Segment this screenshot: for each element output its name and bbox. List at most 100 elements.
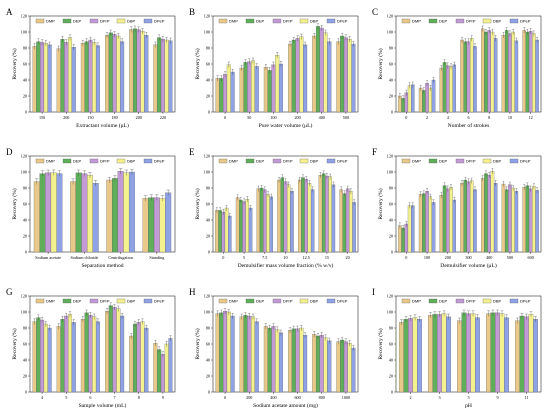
plot-frame xyxy=(212,15,359,113)
x-tick-label: 1000 xyxy=(342,395,350,400)
chart-panel-g: G 0 20 40 60 80 100 120 Recovery (%) DMP DEP DPrP DB… xyxy=(6,287,176,409)
bar-dpep xyxy=(168,338,173,393)
bar-dpep xyxy=(331,184,336,253)
bar-dbp xyxy=(469,180,474,253)
bar-dpep xyxy=(327,41,332,113)
plot-frame xyxy=(29,15,176,113)
bar-dprp xyxy=(304,179,308,253)
y-tick-label: 100 xyxy=(21,169,27,174)
y-tick-label: 20 xyxy=(206,373,210,378)
legend-swatch xyxy=(62,298,72,304)
legend-swatch xyxy=(299,158,309,164)
bar-dbp xyxy=(224,207,229,253)
bar-dbp xyxy=(511,187,515,253)
y-tick-label: 80 xyxy=(389,185,393,190)
y-tick-label: 20 xyxy=(389,233,393,238)
bar-dpep xyxy=(493,183,498,253)
bar-dep xyxy=(490,312,496,393)
legend-swatch xyxy=(401,158,411,164)
y-tick-label: 0 xyxy=(25,389,27,394)
x-tick-label: 220 xyxy=(160,115,166,120)
bar-dmp xyxy=(263,67,268,113)
legend-label: DPeP xyxy=(337,19,348,24)
bar-dmp xyxy=(215,78,220,113)
bar-dep xyxy=(315,26,320,113)
bar-dbp xyxy=(226,311,231,393)
bar-dprp xyxy=(295,328,300,393)
bar-dpep xyxy=(71,322,76,393)
legend-label: DEP xyxy=(73,19,82,24)
y-tick-label: 60 xyxy=(23,61,27,66)
bar-dpep xyxy=(431,202,436,253)
bar-dpep xyxy=(452,199,456,253)
bar-dprp xyxy=(88,39,93,113)
bar-dpep xyxy=(278,332,283,393)
panel-letter: F xyxy=(372,147,377,157)
legend-label: DBP xyxy=(310,299,319,304)
y-axis-title: Recovery (%) xyxy=(11,48,18,79)
y-tick-label: 80 xyxy=(23,325,27,330)
legend-label: DBP xyxy=(127,19,136,24)
legend-label: DMP xyxy=(412,19,421,24)
legend-swatch xyxy=(455,158,465,164)
bar-dep xyxy=(340,35,345,113)
bar-dpep xyxy=(411,84,415,113)
bar-dmp xyxy=(399,322,404,393)
bar-dbp xyxy=(449,66,453,113)
x-tick-label: 9 xyxy=(162,395,164,400)
y-tick-label: 20 xyxy=(23,93,27,98)
bar-dprp xyxy=(136,29,141,113)
bar-dbp xyxy=(92,316,97,393)
legend-label: DEP xyxy=(439,159,448,164)
bar-dpep xyxy=(168,40,173,113)
y-tick-label: 100 xyxy=(387,29,393,34)
panel-letter: H xyxy=(189,287,196,297)
bar-dbp xyxy=(266,194,270,253)
x-tick-label: 600 xyxy=(528,255,534,260)
bar-dpep xyxy=(144,35,149,113)
legend-swatch xyxy=(272,298,282,304)
y-axis-title: Recovery (%) xyxy=(11,328,18,359)
y-tick-label: 20 xyxy=(206,233,210,238)
bar-dpep xyxy=(475,317,480,393)
bar-dep xyxy=(401,227,405,253)
bar-dprp xyxy=(112,34,117,113)
y-tick-label: 20 xyxy=(23,373,27,378)
legend-label: DPrP xyxy=(100,159,110,164)
bar-dmp xyxy=(153,343,158,393)
bar-dep xyxy=(484,31,488,113)
bar-dprp xyxy=(319,27,324,113)
bar-dmp xyxy=(336,341,341,393)
bar-dep xyxy=(75,172,82,253)
bar-dpep xyxy=(144,327,149,393)
bar-dpep xyxy=(351,43,356,113)
bar-dbp xyxy=(87,175,93,253)
bar-dmp xyxy=(522,187,526,253)
bar-dep xyxy=(108,32,113,113)
bar-dpep xyxy=(310,189,315,253)
bar-dmp xyxy=(80,43,85,113)
bar-dprp xyxy=(446,188,450,253)
legend-swatch xyxy=(143,18,153,24)
x-tick-label: 200 xyxy=(294,115,300,120)
bar-dep xyxy=(267,327,272,393)
bar-dprp xyxy=(88,315,93,393)
bar-dmp xyxy=(239,67,244,113)
bar-dprp xyxy=(495,312,500,393)
bar-dmp xyxy=(56,48,61,113)
x-tick-label: 0 xyxy=(224,115,226,120)
legend-label: DPeP xyxy=(337,159,348,164)
x-tick-label: 150 xyxy=(87,115,93,120)
legend-label: DBP xyxy=(493,159,502,164)
bar-dbp xyxy=(68,314,73,393)
legend-label: DMP xyxy=(46,159,55,164)
y-tick-label: 100 xyxy=(21,309,27,314)
bar-dmp xyxy=(32,321,37,393)
chart-panel-a: A 0 20 40 60 80 100 120 Recovery (%) DMP DEP DPrP DB… xyxy=(6,7,176,129)
legend-swatch xyxy=(35,18,45,24)
y-tick-label: 120 xyxy=(387,153,393,158)
bar-dep xyxy=(84,312,89,393)
x-tick-label: 500 xyxy=(343,115,349,120)
bar-dbp xyxy=(532,186,536,253)
bar-dbp xyxy=(245,199,250,253)
